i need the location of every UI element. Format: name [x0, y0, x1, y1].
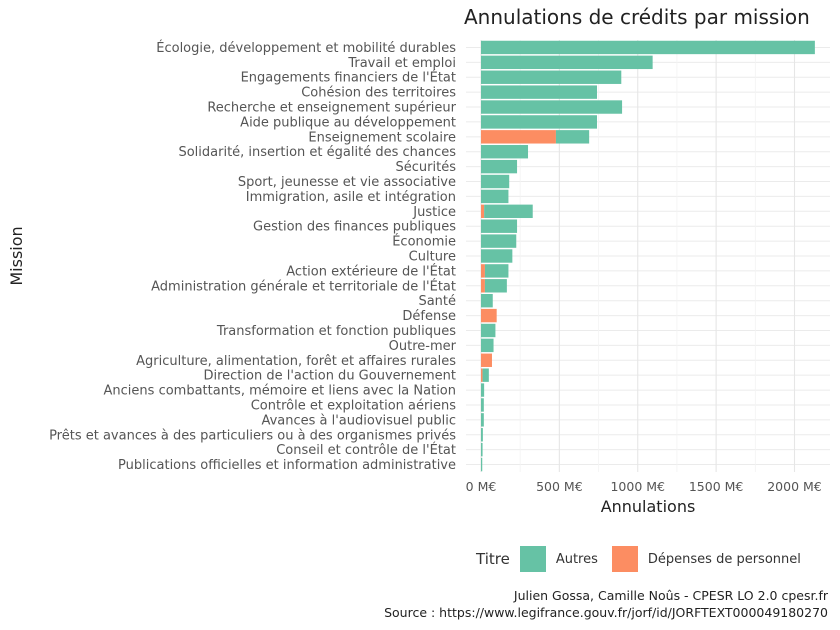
- category-label: Contrôle et exploitation aériens: [251, 398, 456, 413]
- bar-personnel: [481, 264, 485, 278]
- category-label: Aide publique au développement: [240, 115, 456, 130]
- x-tick-label: 0 M€: [466, 479, 497, 494]
- bar-personnel: [481, 353, 492, 367]
- bar-autres: [481, 457, 483, 472]
- category-label: Gestion des finances publiques: [253, 220, 456, 235]
- bar-autres: [484, 264, 509, 278]
- category-label: Recherche et enseignement supérieur: [207, 101, 456, 116]
- legend-title: Titre: [476, 550, 510, 568]
- category-label: Cohésion des territoires: [301, 86, 456, 101]
- bar-autres: [481, 219, 518, 233]
- bar-personnel: [481, 368, 483, 382]
- bar-autres: [482, 368, 489, 382]
- category-label: Solidarité, insertion et égalité des cha…: [178, 145, 456, 160]
- bar-autres: [481, 413, 484, 427]
- category-label: Avances à l'audiovisuel public: [261, 413, 456, 428]
- caption-authors: Julien Gossa, Camille Noûs - CPESR LO 2.…: [513, 588, 828, 603]
- category-label: Transformation et fonction publiques: [216, 324, 456, 339]
- bar-autres: [481, 159, 518, 174]
- legend-swatch-personnel: [611, 546, 638, 572]
- bar-autres: [555, 130, 590, 144]
- bar-autres: [481, 115, 597, 129]
- bar-personnel: [481, 308, 497, 323]
- legend: Titre Autres Dépenses de personnel: [476, 545, 815, 573]
- x-tick-labels: 0 M€ 500 M€ 1000 M€ 1500 M€ 2000 M€: [466, 479, 822, 494]
- bar-autres: [481, 100, 623, 114]
- category-label: Direction de l'action du Gouvernement: [203, 369, 456, 384]
- category-label: Anciens combattants, mémoire et liens av…: [104, 384, 456, 399]
- bar-autres: [481, 293, 493, 308]
- bar-autres: [484, 279, 507, 293]
- x-tick-label: 500 M€: [536, 479, 583, 494]
- chart-title: Annulations de crédits par mission: [464, 5, 810, 29]
- legend-swatch-autres: [519, 546, 546, 572]
- bar-autres: [481, 428, 483, 442]
- bar-autres: [484, 204, 533, 219]
- category-label: Immigration, asile et intégration: [246, 190, 456, 205]
- x-tick-label: 2000 M€: [767, 479, 822, 494]
- bar-autres: [481, 249, 513, 263]
- bar-personnel: [481, 204, 485, 219]
- y-axis-title: Mission: [7, 226, 26, 285]
- bar-autres: [481, 55, 653, 70]
- category-label: Action extérieure de l'État: [286, 263, 456, 279]
- bar-autres: [481, 398, 484, 412]
- bar-autres: [481, 234, 517, 248]
- category-label: Agriculture, alimentation, forêt et affa…: [136, 354, 456, 369]
- bar-autres: [481, 145, 529, 159]
- category-label: Administration générale et territoriale …: [151, 278, 456, 294]
- bars: [481, 40, 815, 472]
- bar-autres: [481, 85, 597, 99]
- category-label: Outre-mer: [389, 339, 457, 354]
- bar-autres: [481, 383, 485, 397]
- category-label: Sport, jeunesse et vie associative: [238, 175, 456, 190]
- bar-autres: [481, 174, 510, 189]
- category-label: Prêts et avances à des particuliers ou à…: [49, 428, 456, 443]
- x-tick-label: 1000 M€: [610, 479, 665, 494]
- legend-label-autres: Autres: [555, 551, 598, 567]
- category-label: Engagements financiers de l'État: [241, 70, 456, 86]
- category-label: Sécurités: [396, 160, 457, 175]
- bar-autres: [481, 323, 496, 338]
- category-label: Enseignement scolaire: [308, 130, 456, 145]
- category-label: Culture: [409, 250, 456, 265]
- category-label: Publications officielles et information …: [118, 458, 456, 473]
- bar-personnel: [481, 279, 485, 293]
- legend-label-personnel: Dépenses de personnel: [647, 551, 801, 567]
- bar-autres: [481, 442, 483, 457]
- bar-autres: [481, 40, 815, 55]
- caption-source: Source : https://www.legifrance.gouv.fr/…: [384, 605, 828, 620]
- category-label: Écologie, développement et mobilité dura…: [156, 40, 456, 56]
- category-label: Travail et emploi: [347, 56, 456, 71]
- category-label: Économie: [392, 234, 456, 250]
- bar-autres: [481, 338, 494, 353]
- category-label: Défense: [402, 309, 456, 324]
- bar-autres: [481, 70, 622, 84]
- category-label: Santé: [418, 294, 456, 309]
- bar-personnel: [481, 130, 556, 144]
- category-labels: Écologie, développement et mobilité dura…: [49, 40, 457, 473]
- category-label: Conseil et contrôle de l'État: [276, 442, 456, 458]
- category-label: Justice: [412, 205, 456, 220]
- bar-autres: [481, 189, 509, 204]
- x-axis-title: Annulations: [601, 497, 696, 516]
- x-tick-label: 1500 M€: [689, 479, 744, 494]
